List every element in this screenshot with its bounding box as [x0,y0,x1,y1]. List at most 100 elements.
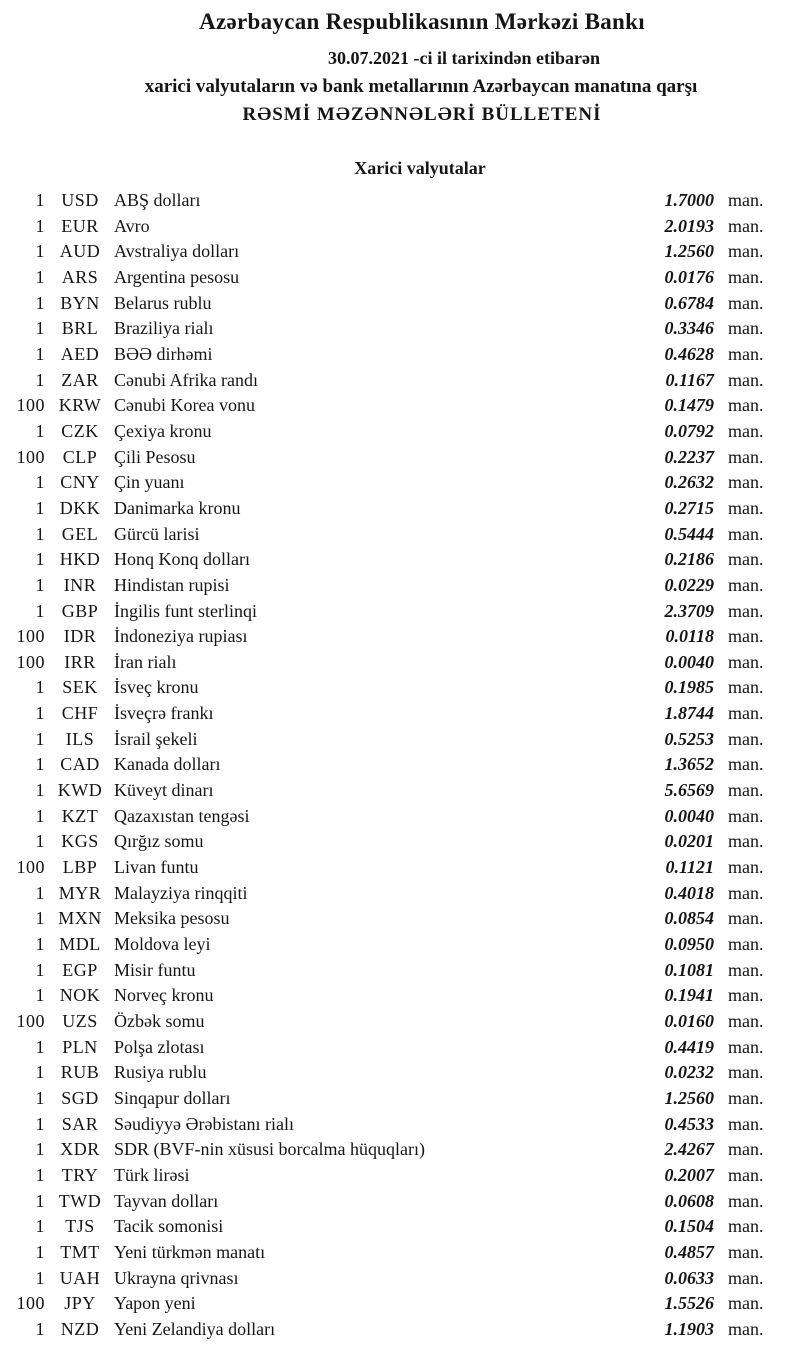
rate-value: 0.0854 [664,908,715,929]
bank-title: Azərbaycan Respublikasının Mərkəzi Bankı [199,9,645,34]
rate-row: 1 USD ABŞ dolları 1.7000 man. [0,188,800,214]
currency-code: INR [63,574,97,595]
unit-label: man. [728,805,764,826]
currency-quantity: 1 [35,959,45,980]
currency-quantity: 1 [35,780,45,801]
rate-value: 0.4533 [664,1113,715,1134]
unit-label: man. [728,651,764,672]
currency-quantity: 1 [35,1241,45,1262]
rate-value: 0.2632 [664,472,715,493]
rate-row: 1 HKD Honq Konq dolları 0.2186 man. [0,547,800,573]
currency-name: Avro [114,215,150,236]
rate-row: 1 ILS İsrail şekeli 0.5253 man. [0,727,800,753]
currency-quantity: 1 [35,1139,45,1160]
currency-name: SDR (BVF-nin xüsusi borcalma hüquqları) [114,1139,425,1160]
bulletin-subtitle: xarici valyutaların və bank metallarının… [144,76,698,97]
currency-quantity: 1 [35,215,45,236]
currency-quantity: 1 [35,831,45,852]
currency-quantity: 1 [35,882,45,903]
currency-name: Meksika pesosu [114,908,230,929]
currency-quantity: 1 [35,574,45,595]
rate-row: 1 RUB Rusiya rublu 0.0232 man. [0,1060,800,1086]
currency-name: Hindistan rupisi [114,574,230,595]
unit-label: man. [728,1293,764,1314]
currency-name: Küveyt dinarı [114,780,214,801]
rate-row: 1 EUR Avro 2.0193 man. [0,214,800,240]
currency-name: İran rialı [114,651,177,672]
currency-name: Rusiya rublu [114,1062,207,1083]
rate-row: 1 KZT Qazaxıstan tengəsi 0.0040 man. [0,804,800,830]
rate-value: 0.4857 [664,1241,715,1262]
rate-value: 1.5526 [664,1293,715,1314]
rate-value: 0.4018 [664,882,715,903]
currency-code: UZS [62,1011,98,1031]
rate-value: 1.1903 [664,1318,715,1339]
currency-name: Çili Pesosu [114,446,196,467]
rate-value: 0.0633 [664,1267,715,1288]
unit-label: man. [728,395,764,416]
currency-name: Özbək somu [114,1011,205,1031]
currency-quantity: 1 [35,600,45,621]
currency-quantity: 1 [35,1267,45,1288]
rate-value: 0.1941 [664,985,715,1006]
currency-quantity: 1 [35,1318,45,1339]
currency-name: Tacik somonisi [114,1216,224,1237]
unit-label: man. [728,1216,764,1237]
currency-code: XDR [60,1139,100,1160]
currency-code: DKK [59,497,101,518]
unit-label: man. [728,1241,764,1262]
currency-code: RUB [60,1062,100,1083]
rate-row: 1 TRY Türk lirəsi 0.2007 man. [0,1163,800,1189]
currency-code: ILS [65,728,95,749]
unit-label: man. [728,343,764,364]
rate-value: 2.4267 [664,1139,715,1160]
rate-row: 1 GBP İngilis funt sterlinqi 2.3709 man. [0,599,800,625]
rate-value: 0.1081 [664,959,715,980]
currency-code: NOK [59,985,101,1006]
rate-value: 1.2560 [664,1087,715,1108]
currency-name: BƏƏ dirhəmi [114,343,213,364]
rate-value: 1.3652 [664,754,715,775]
rate-row: 1 PLN Polşa zlotası 0.4419 man. [0,1035,800,1061]
currency-quantity: 100 [16,446,45,467]
unit-label: man. [728,626,764,647]
currency-code: PLN [62,1036,98,1057]
unit-label: man. [728,472,764,493]
currency-name: Cənubi Korea vonu [114,395,255,416]
currency-code: ARS [61,266,99,287]
currency-code: TRY [61,1164,99,1185]
currency-quantity: 1 [35,523,45,544]
currency-name: Argentina pesosu [114,266,240,287]
rate-row: 1 AUD Avstraliya dolları 1.2560 man. [0,239,800,265]
unit-label: man. [728,600,764,621]
currency-quantity: 1 [35,266,45,287]
currency-code: ZAR [61,369,99,390]
currency-quantity: 1 [35,1216,45,1237]
currency-quantity: 1 [35,703,45,724]
rate-value: 1.8744 [664,703,715,724]
currency-quantity: 1 [35,472,45,493]
rate-value: 0.0040 [664,805,715,826]
currency-quantity: 100 [16,395,45,416]
unit-label: man. [728,857,764,878]
rate-row: 1 UAH Ukrayna qrivnası 0.0633 man. [0,1266,800,1292]
currency-code: CHF [61,703,99,724]
currency-code: MYR [58,882,102,903]
unit-label: man. [728,985,764,1006]
rate-value: 0.0792 [664,420,715,441]
currency-code: CLP [62,446,98,467]
unit-label: man. [728,369,764,390]
rate-row: 100 CLP Çili Pesosu 0.2237 man. [0,445,800,471]
unit-label: man. [728,523,764,544]
currency-quantity: 100 [16,857,45,878]
currency-quantity: 100 [16,1011,45,1031]
currency-code: KZT [61,805,99,826]
currency-code: GEL [61,523,99,544]
currency-quantity: 1 [35,369,45,390]
rate-row: 1 TJS Tacik somonisi 0.1504 man. [0,1214,800,1240]
currency-name: Yapon yeni [114,1293,196,1314]
currency-code: TMT [60,1241,100,1262]
rate-value: 0.2237 [664,446,715,467]
rate-row: 1 CHF İsveçrə frankı 1.8744 man. [0,701,800,727]
rate-value: 0.0229 [664,574,715,595]
